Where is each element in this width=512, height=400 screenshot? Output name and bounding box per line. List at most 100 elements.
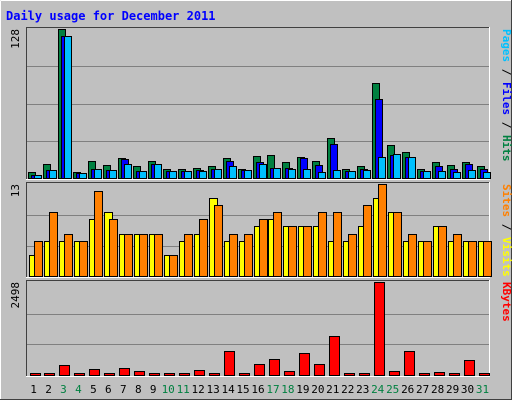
bar-pages-day-25 bbox=[393, 154, 401, 179]
bar-kbytes-day-31 bbox=[479, 373, 490, 376]
bar-sites-day-2 bbox=[49, 212, 58, 277]
bar-kbytes-day-10 bbox=[164, 373, 175, 376]
x-tick-label-day-9: 9 bbox=[150, 383, 157, 396]
bar-sites-day-17 bbox=[273, 212, 282, 277]
bar-sites-day-5 bbox=[94, 191, 103, 277]
y-max-label-visits-sites: 13 bbox=[9, 184, 22, 197]
x-tick-label-day-5: 5 bbox=[90, 383, 97, 396]
legend-hits-files-pages: Pages / Files / Hits bbox=[500, 29, 512, 162]
bar-sites-day-16 bbox=[259, 219, 268, 277]
bar-sites-day-1 bbox=[34, 241, 43, 277]
bar-kbytes-day-29 bbox=[449, 373, 460, 376]
bar-pages-day-24 bbox=[378, 157, 386, 179]
bar-kbytes-day-1 bbox=[30, 373, 41, 376]
legend-entry-files: Files bbox=[500, 82, 512, 115]
bar-kbytes-day-5 bbox=[89, 369, 100, 376]
x-tick-label-day-31: 31 bbox=[476, 383, 489, 396]
bar-sites-day-28 bbox=[438, 226, 447, 277]
legend-entry-hits: Hits bbox=[500, 135, 512, 162]
bar-kbytes-day-23 bbox=[359, 373, 370, 376]
x-tick-label-day-16: 16 bbox=[251, 383, 264, 396]
bar-kbytes-day-19 bbox=[299, 353, 310, 376]
bar-sites-day-29 bbox=[453, 234, 462, 277]
x-tick-label-day-15: 15 bbox=[236, 383, 249, 396]
x-tick-label-day-25: 25 bbox=[386, 383, 399, 396]
legend-entry-visits: Visits bbox=[500, 237, 512, 277]
x-tick-label-day-24: 24 bbox=[371, 383, 385, 396]
bar-kbytes-day-27 bbox=[419, 373, 430, 376]
x-tick-label-day-22: 22 bbox=[341, 383, 354, 396]
bar-sites-day-11 bbox=[184, 234, 193, 277]
x-tick-label-day-26: 26 bbox=[401, 383, 414, 396]
x-tick-label-day-30: 30 bbox=[461, 383, 474, 396]
bar-pages-day-15 bbox=[244, 170, 252, 179]
x-tick-label-day-21: 21 bbox=[326, 383, 339, 396]
bar-pages-day-2 bbox=[49, 170, 57, 179]
legend-separator: / bbox=[500, 62, 512, 82]
bar-kbytes-day-18 bbox=[284, 371, 295, 376]
bar-sites-day-19 bbox=[303, 226, 312, 277]
bar-kbytes-day-21 bbox=[329, 336, 340, 376]
bar-sites-day-14 bbox=[229, 234, 238, 277]
legend-entry-kbytes: KBytes bbox=[500, 282, 512, 322]
bar-pages-day-3 bbox=[64, 36, 72, 179]
bar-pages-day-27 bbox=[423, 171, 431, 179]
bar-kbytes-day-26 bbox=[404, 351, 415, 376]
x-tick-label-day-11: 11 bbox=[177, 383, 190, 396]
bar-sites-day-27 bbox=[423, 241, 432, 277]
bar-kbytes-day-8 bbox=[134, 371, 145, 376]
bar-sites-day-8 bbox=[139, 234, 148, 277]
x-tick-label-day-29: 29 bbox=[446, 383, 459, 396]
x-tick-label-day-18: 18 bbox=[281, 383, 294, 396]
bar-kbytes-day-13 bbox=[209, 373, 220, 376]
bar-sites-day-21 bbox=[333, 212, 342, 277]
bar-sites-day-4 bbox=[79, 241, 88, 277]
bar-kbytes-day-6 bbox=[104, 373, 115, 376]
bar-pages-day-23 bbox=[363, 170, 371, 179]
bar-pages-day-29 bbox=[453, 172, 461, 179]
x-tick-label-day-12: 12 bbox=[191, 383, 204, 396]
bar-kbytes-day-7 bbox=[119, 368, 130, 376]
bar-pages-day-19 bbox=[303, 169, 311, 179]
bar-pages-day-13 bbox=[214, 169, 222, 179]
bar-sites-day-20 bbox=[318, 212, 327, 277]
bar-pages-day-22 bbox=[348, 171, 356, 179]
bar-pages-day-12 bbox=[199, 171, 207, 179]
bar-sites-day-26 bbox=[408, 234, 417, 277]
legend-entry-sites: Sites bbox=[500, 184, 512, 217]
x-tick-label-day-19: 19 bbox=[296, 383, 309, 396]
x-tick-label-day-23: 23 bbox=[356, 383, 369, 396]
x-tick-label-day-8: 8 bbox=[135, 383, 142, 396]
bar-sites-day-15 bbox=[244, 234, 253, 277]
bar-kbytes-day-22 bbox=[344, 373, 355, 376]
legend-separator: / bbox=[500, 115, 512, 135]
bar-kbytes-day-11 bbox=[179, 373, 190, 376]
x-tick-label-day-2: 2 bbox=[45, 383, 52, 396]
panel-hits-files-pages: 128 Pages / Files / Hits bbox=[9, 27, 512, 180]
bar-pages-day-30 bbox=[468, 170, 476, 179]
bar-sites-day-24 bbox=[378, 184, 387, 277]
bar-pages-day-31 bbox=[483, 172, 491, 179]
bar-pages-day-4 bbox=[79, 173, 87, 179]
bar-sites-day-30 bbox=[468, 241, 477, 277]
bar-pages-day-18 bbox=[288, 169, 296, 179]
bar-pages-day-11 bbox=[184, 171, 192, 179]
x-tick-label-day-14: 14 bbox=[221, 383, 235, 396]
bar-pages-day-5 bbox=[94, 169, 102, 179]
bar-pages-day-28 bbox=[438, 171, 446, 179]
chart-title: Daily usage for December 2011 bbox=[6, 9, 216, 23]
x-tick-label-day-17: 17 bbox=[266, 383, 279, 396]
bar-kbytes-day-4 bbox=[74, 373, 85, 376]
legend-visits-sites: Sites / Visits bbox=[500, 184, 512, 277]
bar-kbytes-day-17 bbox=[269, 359, 280, 376]
x-tick-label-day-7: 7 bbox=[120, 383, 127, 396]
bar-sites-day-22 bbox=[348, 234, 357, 277]
bar-kbytes-day-25 bbox=[389, 371, 400, 376]
bar-pages-day-26 bbox=[408, 157, 416, 179]
bar-kbytes-day-3 bbox=[59, 365, 70, 376]
bar-kbytes-day-12 bbox=[194, 370, 205, 376]
bar-pages-day-16 bbox=[259, 164, 267, 179]
bar-pages-day-10 bbox=[169, 171, 177, 179]
